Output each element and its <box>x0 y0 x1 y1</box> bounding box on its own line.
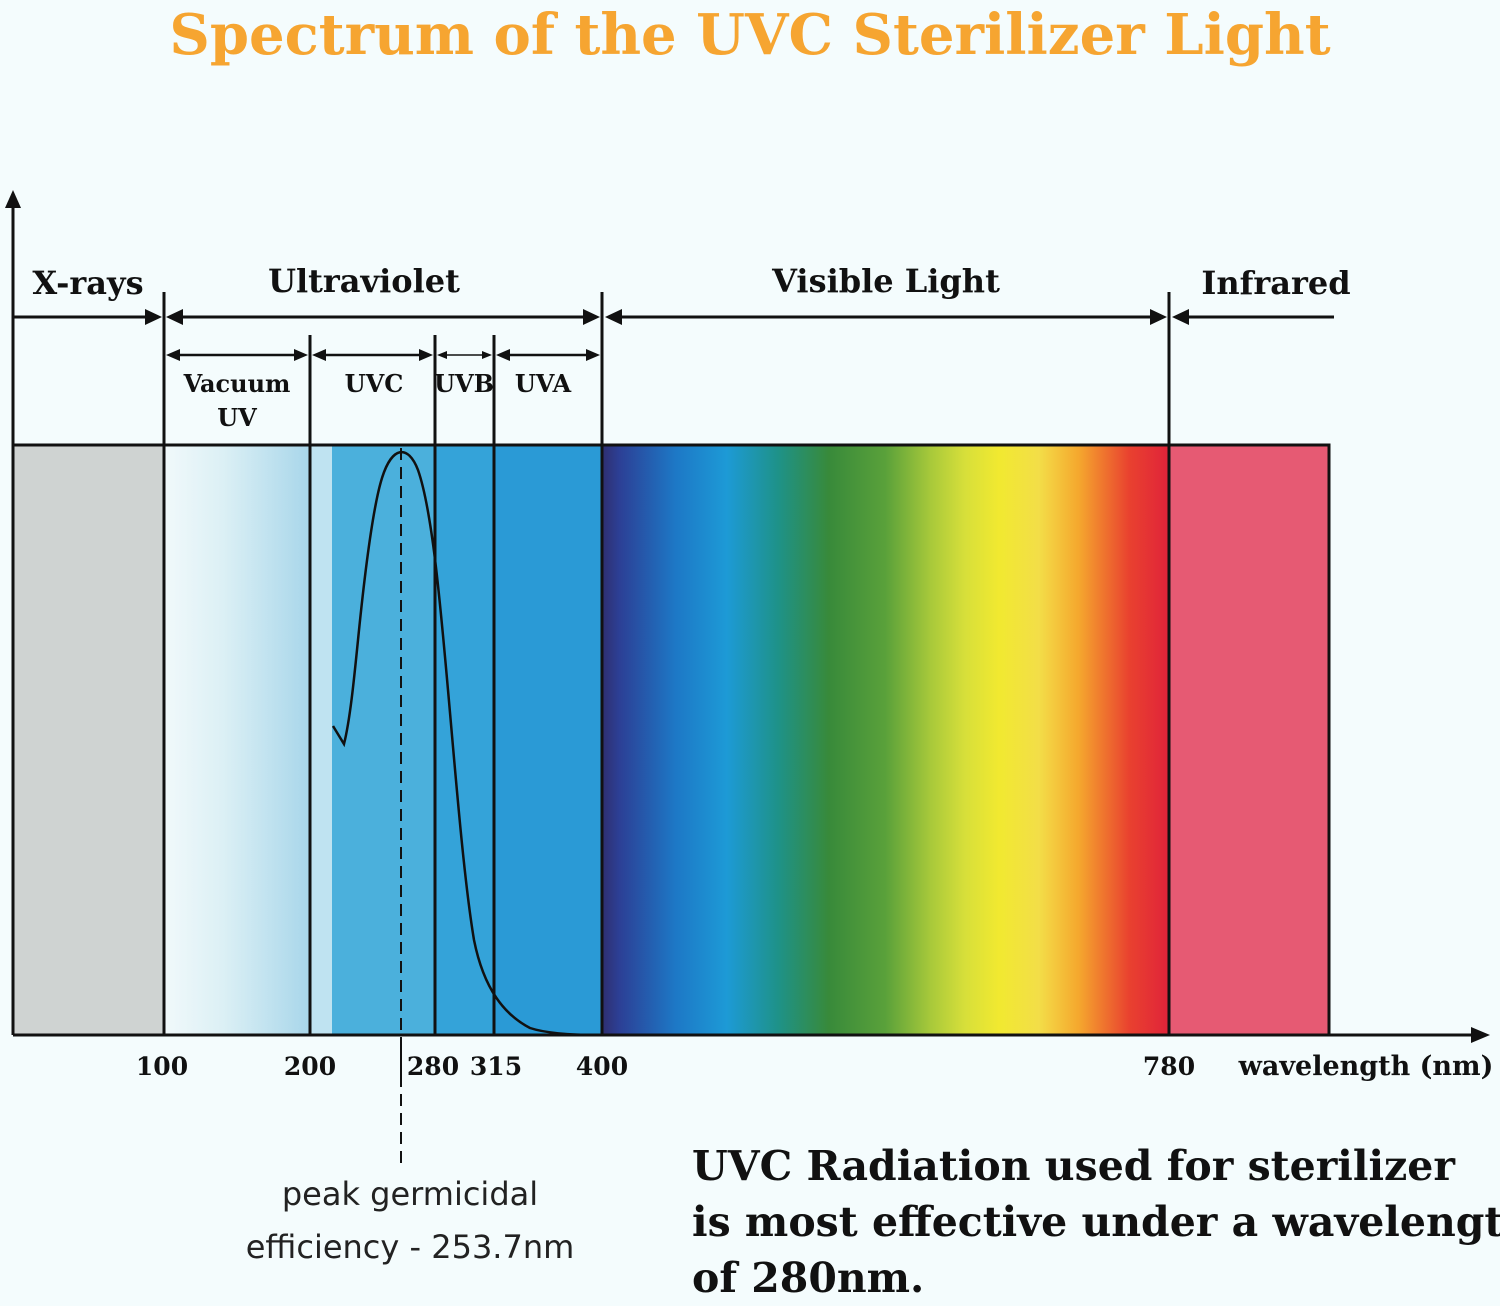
label-infrared: Infrared <box>1201 264 1350 302</box>
uvc-statement: UVC Radiation used for sterilizer is mos… <box>692 1138 1500 1306</box>
label-uvb: UVB <box>434 369 494 398</box>
peak-note-line1: peak germicidal <box>282 1175 538 1213</box>
tick-label-100: 100 <box>136 1052 188 1081</box>
region-arrows <box>13 309 1334 325</box>
tick-label-280: 280 <box>407 1052 459 1081</box>
subregion-arrows <box>166 349 600 361</box>
statement-line-2: is most effective under a wavelength <box>692 1198 1500 1246</box>
boundary-lines <box>162 292 1171 1035</box>
uvc-band-edge <box>310 445 332 1035</box>
x-axis-label: wavelength (nm) <box>1238 1051 1494 1082</box>
statement-line-1: UVC Radiation used for sterilizer <box>692 1142 1455 1190</box>
germicidal-curve <box>331 450 601 1037</box>
peak-note-line2: efficiency - 253.7nm <box>246 1228 575 1266</box>
spectrum-outline <box>13 443 1331 1035</box>
statement-line-3: of 280nm. <box>692 1254 925 1302</box>
label-uva: UVA <box>515 369 572 398</box>
x-axis-arrow <box>1471 1027 1490 1043</box>
uva-band <box>494 445 602 1035</box>
xrays-band <box>13 445 164 1035</box>
uvb-band <box>435 445 494 1035</box>
label-vacuum-uv: UV <box>217 403 257 432</box>
label-ultraviolet: Ultraviolet <box>268 262 460 300</box>
label-vacuum: Vacuum <box>183 369 291 398</box>
vacuum-uv-band <box>164 445 310 1035</box>
page-title: Spectrum of the UVC Sterilizer Light <box>169 2 1331 68</box>
label-visible-light: Visible Light <box>771 262 1000 300</box>
label-xrays: X-rays <box>32 264 143 302</box>
visible-band <box>602 445 1169 1035</box>
tick-label-200: 200 <box>284 1052 336 1081</box>
tick-label-780: 780 <box>1143 1052 1195 1081</box>
uvc-band <box>332 445 435 1035</box>
infrared-band <box>1169 445 1329 1035</box>
tick-label-400: 400 <box>576 1052 628 1081</box>
label-uvc: UVC <box>345 369 404 398</box>
tick-label-315: 315 <box>470 1052 522 1081</box>
y-axis-arrow <box>5 190 21 208</box>
